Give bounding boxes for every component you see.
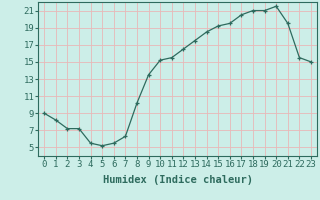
X-axis label: Humidex (Indice chaleur): Humidex (Indice chaleur) — [103, 175, 252, 185]
